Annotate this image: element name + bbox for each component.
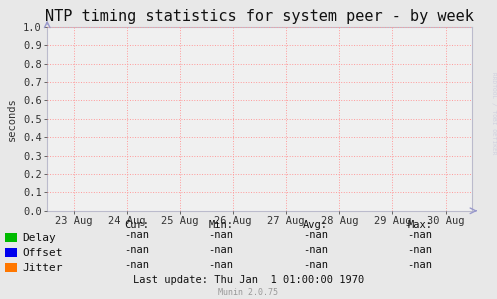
Text: Jitter: Jitter <box>22 263 63 273</box>
Text: -nan: -nan <box>408 260 432 270</box>
Text: -nan: -nan <box>303 245 328 255</box>
Y-axis label: seconds: seconds <box>7 97 17 141</box>
Text: Avg:: Avg: <box>303 220 328 230</box>
Text: Min:: Min: <box>209 220 234 230</box>
Text: Cur:: Cur: <box>124 220 149 230</box>
Text: Delay: Delay <box>22 233 56 243</box>
Text: -nan: -nan <box>408 245 432 255</box>
Title: NTP timing statistics for system peer - by week: NTP timing statistics for system peer - … <box>45 9 474 24</box>
Text: RRDTOOL / TOBI OETIKER: RRDTOOL / TOBI OETIKER <box>491 72 496 155</box>
Text: -nan: -nan <box>303 260 328 270</box>
Text: Munin 2.0.75: Munin 2.0.75 <box>219 288 278 297</box>
Text: -nan: -nan <box>408 230 432 240</box>
Text: Offset: Offset <box>22 248 63 258</box>
Text: Max:: Max: <box>408 220 432 230</box>
Text: -nan: -nan <box>209 260 234 270</box>
Text: -nan: -nan <box>124 260 149 270</box>
Text: -nan: -nan <box>124 245 149 255</box>
Text: -nan: -nan <box>209 230 234 240</box>
Text: -nan: -nan <box>303 230 328 240</box>
Text: -nan: -nan <box>209 245 234 255</box>
Text: Last update: Thu Jan  1 01:00:00 1970: Last update: Thu Jan 1 01:00:00 1970 <box>133 274 364 285</box>
Text: -nan: -nan <box>124 230 149 240</box>
